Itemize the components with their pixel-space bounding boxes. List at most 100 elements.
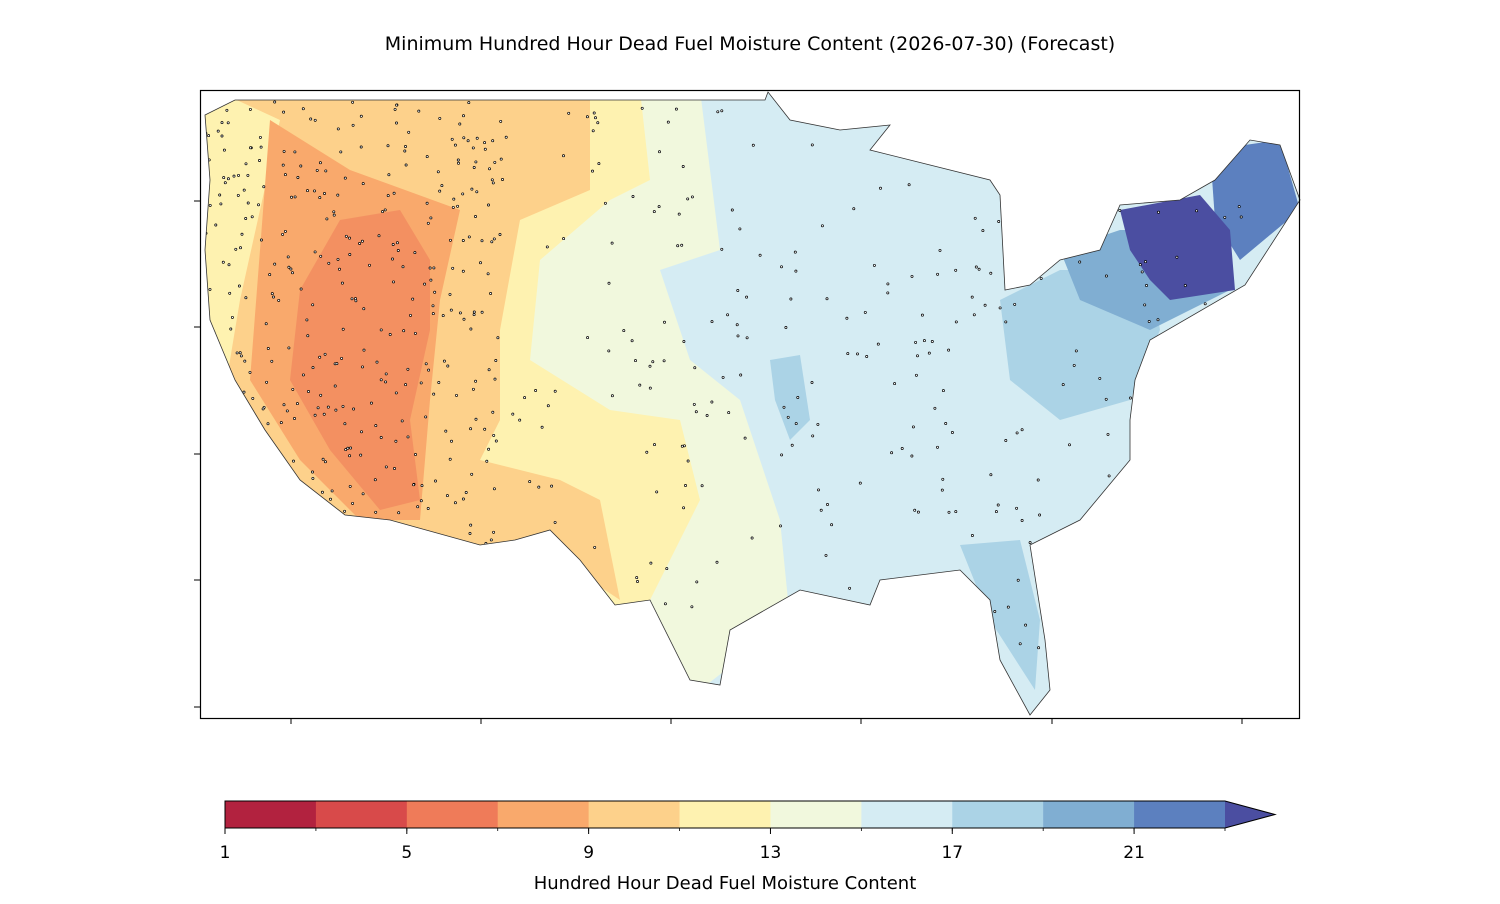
station-dot: [211, 484, 215, 487]
station-dot: [246, 201, 250, 205]
station-dot: [534, 389, 538, 392]
station-dot: [228, 291, 232, 295]
station-dot: [285, 684, 289, 688]
station-dot: [1104, 567, 1108, 571]
station-dot: [970, 534, 974, 537]
station-dot: [635, 576, 639, 580]
station-dot: [662, 359, 666, 363]
station-dot: [1197, 481, 1201, 485]
station-dot: [914, 373, 918, 377]
station-dot: [376, 97, 380, 101]
station-dot: [299, 164, 303, 168]
colorbar-segment: [225, 801, 317, 828]
station-dot: [488, 167, 491, 171]
station-dot: [236, 193, 240, 197]
station-dot: [458, 311, 462, 315]
station-dot: [910, 274, 914, 278]
station-dot: [1106, 432, 1110, 436]
station-dot: [893, 382, 897, 386]
station-dot: [468, 689, 472, 693]
station-dot: [786, 671, 789, 675]
station-dot: [958, 137, 962, 141]
station-dot: [969, 106, 973, 110]
station-dot: [665, 567, 669, 571]
station-dot: [594, 116, 597, 120]
station-dot: [781, 644, 785, 648]
station-dot: [230, 632, 234, 636]
station-dot: [337, 711, 341, 715]
station-dot: [211, 616, 215, 620]
station-dot: [1184, 162, 1188, 166]
station-dot: [445, 494, 449, 498]
station-dot: [1257, 548, 1261, 552]
station-dot: [431, 304, 435, 308]
station-dot: [236, 667, 240, 671]
station-dot: [488, 664, 492, 668]
colorbar-segment: [1043, 801, 1135, 828]
station-dot: [913, 508, 917, 512]
station-dot: [1254, 459, 1258, 463]
station-dot: [266, 422, 270, 426]
station-dot: [221, 260, 225, 264]
station-dot: [422, 589, 426, 592]
station-dot: [1038, 163, 1041, 167]
station-dot: [471, 387, 475, 391]
station-dot: [933, 406, 937, 410]
station-dot: [648, 364, 652, 368]
station-dot: [245, 614, 249, 618]
station-dot: [240, 232, 244, 236]
station-dot: [1250, 303, 1254, 307]
station-dot: [419, 623, 423, 627]
station-dot: [489, 292, 493, 295]
station-dot: [520, 664, 524, 668]
station-dot: [900, 447, 904, 450]
station-dot: [655, 490, 659, 494]
station-dot: [474, 379, 478, 383]
station-dot: [230, 511, 234, 515]
station-dot: [333, 384, 337, 388]
station-dot: [414, 453, 417, 456]
station-dot: [334, 408, 338, 412]
station-dot: [383, 606, 387, 610]
station-dot: [279, 577, 283, 581]
station-dot: [311, 303, 315, 307]
station-dot: [941, 389, 945, 393]
station-dot: [313, 250, 317, 254]
colorbar-segment: [952, 801, 1044, 828]
station-dot: [401, 265, 405, 269]
station-dot: [225, 108, 229, 112]
station-dot: [784, 102, 788, 106]
station-dot: [248, 107, 252, 111]
station-dot: [326, 660, 330, 664]
station-dot: [388, 333, 392, 336]
colorbar-tick-label: 17: [941, 843, 963, 863]
station-dot: [657, 205, 661, 209]
station-dot: [636, 580, 639, 583]
station-dot: [354, 297, 357, 301]
station-dot: [309, 117, 313, 121]
colorbar-tick-label: 5: [401, 843, 412, 863]
station-dot: [425, 201, 429, 205]
station-dot: [970, 295, 974, 299]
station-dot: [318, 355, 322, 359]
station-dot: [927, 351, 931, 355]
station-dot: [666, 120, 670, 124]
station-dot: [226, 121, 230, 125]
station-dot: [392, 191, 396, 195]
station-dot: [851, 109, 855, 113]
station-dot: [547, 593, 551, 597]
station-dot: [1074, 349, 1078, 353]
station-dot: [275, 606, 279, 610]
station-dot: [419, 381, 423, 385]
station-dot: [359, 145, 363, 149]
station-dot: [351, 100, 355, 104]
station-dot: [681, 165, 685, 168]
station-dot: [282, 110, 286, 114]
station-dot: [1041, 577, 1045, 581]
station-dot: [780, 453, 784, 457]
station-dot: [219, 202, 223, 206]
station-dot: [1130, 522, 1134, 526]
station-dot: [491, 139, 495, 143]
station-dot: [1274, 96, 1278, 100]
